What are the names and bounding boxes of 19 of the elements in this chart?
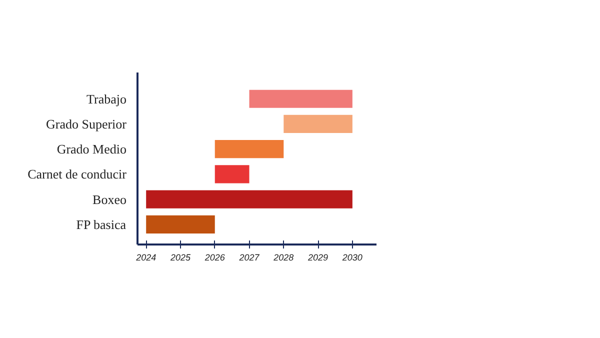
x-tick-label: 2026 (204, 252, 225, 262)
bar (214, 165, 250, 184)
bar (146, 190, 352, 208)
bar (284, 114, 352, 134)
x-tick-label: 2030 (341, 252, 362, 262)
y-tick-label: Carnet de conducir (28, 166, 128, 182)
y-tick-label: Grado Medio (56, 142, 127, 157)
x-tick-label: 2029 (307, 252, 328, 262)
y-tick-label: Boxeo (92, 192, 127, 207)
y-tick-label: Trabajo (86, 91, 127, 106)
x-tick-label: 2024 (135, 252, 156, 262)
bar (249, 90, 352, 108)
bar (214, 140, 284, 158)
x-tick-label: 2028 (272, 252, 294, 262)
x-tick-label: 2025 (169, 252, 192, 262)
x-tick-label: 2027 (238, 252, 260, 262)
bar (146, 215, 215, 234)
y-tick-label: FP basica (76, 216, 126, 232)
y-tick-label: Grado Superior (46, 116, 128, 132)
